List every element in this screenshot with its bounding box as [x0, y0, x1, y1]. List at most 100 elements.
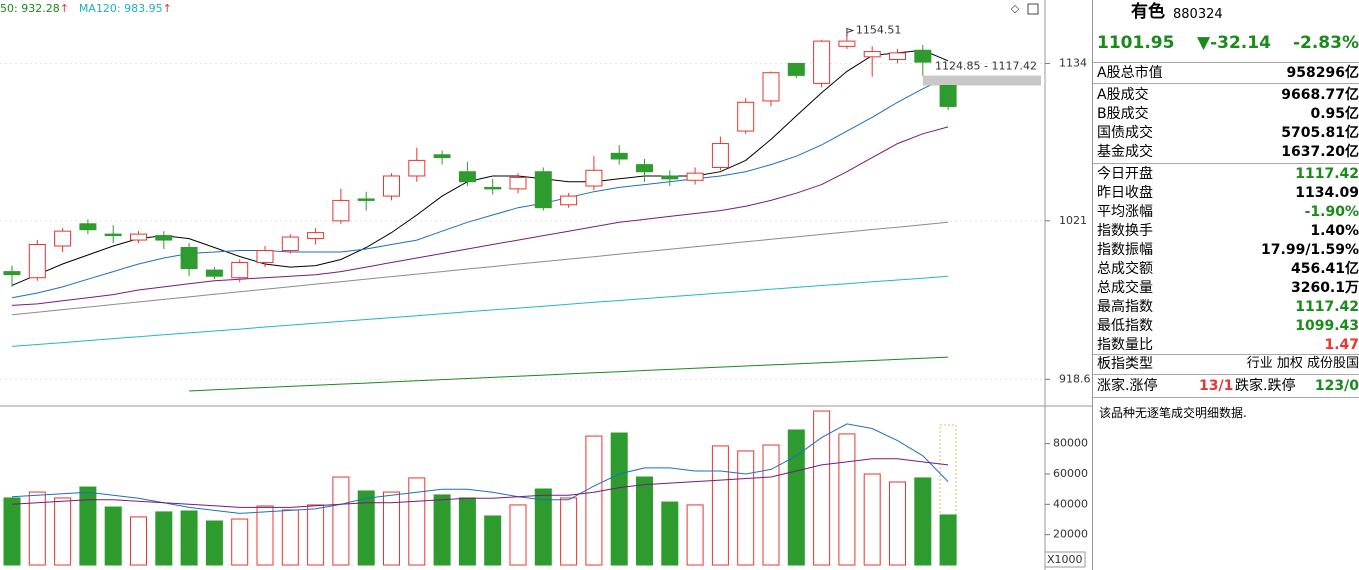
row-label: 今日开盘 — [1097, 166, 1153, 182]
breadth-up-value: 13/1 — [1199, 378, 1234, 394]
volume-bar — [458, 497, 476, 566]
volume-bar — [534, 488, 552, 566]
volume-bar — [889, 481, 906, 566]
row-label: 最高指数 — [1097, 299, 1153, 315]
candle-body — [54, 230, 72, 247]
tool-icon[interactable] — [1027, 3, 1039, 15]
volume-bar — [256, 505, 274, 566]
volume-ma-line — [11, 423, 949, 514]
candle-body — [205, 269, 223, 277]
y-tick-label: 80000 — [1053, 437, 1088, 450]
row-value: 9668.77亿 — [1281, 87, 1359, 103]
row-label: 最低指数 — [1097, 318, 1153, 334]
ma-line — [11, 275, 949, 347]
price-change: ▼-32.14 — [1197, 33, 1271, 53]
candle-body — [509, 176, 527, 190]
row-value: 1.47 — [1324, 337, 1359, 353]
row-label: 国债成交 — [1097, 125, 1153, 141]
chart: ◇ 1134 1021 918.6 1124.85 - 1117.42 1154.51 M… — [0, 0, 1092, 570]
candle-body — [332, 199, 350, 222]
separator — [1093, 83, 1359, 84]
row-value: 17.99/1.59% — [1261, 242, 1359, 258]
volume-bar — [231, 518, 249, 566]
volume-bar — [686, 504, 704, 566]
candle-body — [357, 198, 375, 201]
ma-line — [189, 356, 949, 392]
volume-bar — [130, 516, 147, 566]
volume-bar — [838, 433, 856, 566]
ma-line — [11, 76, 949, 299]
separator — [1093, 163, 1359, 164]
volume-bar — [54, 497, 72, 566]
row-label: 总成交量 — [1097, 280, 1153, 296]
legend-entry: MA120: 983.95↑ — [79, 2, 172, 15]
volume-bar — [433, 494, 451, 566]
candle-body — [585, 169, 603, 187]
row-value: 1134.09 — [1295, 185, 1359, 201]
change-pct: -2.83% — [1292, 33, 1359, 53]
separator — [1093, 354, 1359, 355]
candle-body — [534, 171, 552, 209]
y-tick-label: 40000 — [1053, 497, 1088, 510]
index-code: 880324 — [1173, 7, 1223, 22]
candle-body — [686, 172, 704, 181]
tool-icon[interactable]: ◇ — [1011, 2, 1020, 15]
separator — [1093, 62, 1359, 63]
candle-body — [560, 195, 578, 206]
volume-bar — [509, 504, 527, 566]
candle-body — [433, 154, 451, 159]
annotation-flag — [846, 27, 855, 37]
volume-bar — [28, 491, 46, 566]
legend-arrow: ↑ — [60, 2, 69, 15]
row-label: 指数换手 — [1097, 223, 1153, 239]
row-value: 1117.42 — [1295, 166, 1359, 182]
volume-bar — [383, 491, 400, 566]
breadth-up-label: 涨家.涨停 — [1097, 378, 1158, 394]
candle-body — [104, 233, 122, 237]
candle-body — [762, 72, 780, 102]
candle-body — [889, 52, 906, 60]
candle-body — [711, 143, 729, 168]
breadth-down-label: 跌家.跌停 — [1235, 378, 1296, 394]
row-value: 0.95亿 — [1310, 106, 1359, 122]
row-value: 1099.43 — [1295, 318, 1359, 334]
volume-bar — [636, 476, 653, 566]
legend-text: MA250: 932.28 — [0, 2, 60, 15]
last-price: 1101.95 — [1097, 33, 1175, 53]
volume-bar — [205, 520, 223, 566]
row-value: 1.40% — [1310, 223, 1359, 239]
candle-body — [130, 233, 147, 241]
row-value: 3260.1万 — [1290, 280, 1359, 296]
ma-line — [11, 126, 949, 306]
volume-bar — [155, 511, 173, 566]
candle-body — [813, 40, 831, 84]
volume-bar — [914, 477, 932, 566]
volume-bar — [104, 506, 122, 566]
candle-body — [281, 236, 299, 252]
row-label: 昨日收盘 — [1097, 185, 1153, 201]
row-label: 板指类型 — [1097, 356, 1153, 372]
y-tick-label: 60000 — [1053, 467, 1088, 480]
candle-body — [155, 235, 173, 241]
volume-bar — [484, 515, 502, 566]
row-label: B股成交 — [1097, 106, 1149, 122]
volume-bar — [610, 432, 628, 566]
candle-body — [661, 175, 679, 180]
row-label: 指数量比 — [1097, 337, 1153, 353]
gap-label: 1124.85 - 1117.42 — [935, 60, 1037, 73]
note: 该品种无逐笔成交明细数据. — [1099, 406, 1247, 420]
legend-entry: MA250: 932.28↑ — [0, 2, 69, 15]
unit-box — [1044, 551, 1086, 568]
quote-panel: 有色 880324 1101.95 ▼-32.14 -2.83% A股总市值 958296亿… — [1092, 0, 1359, 570]
candle-body — [484, 186, 502, 190]
legend-text: MA120: 983.95 — [79, 2, 163, 15]
annotation-label: 1154.51 — [856, 24, 902, 37]
volume-bar — [357, 490, 375, 566]
legend-arrow: ↑ — [163, 2, 172, 15]
volume-bar — [762, 444, 780, 566]
volume-bar — [307, 504, 325, 566]
candle-body — [838, 40, 856, 47]
volume-bar — [332, 476, 350, 566]
row-value: 456.41亿 — [1290, 261, 1359, 277]
